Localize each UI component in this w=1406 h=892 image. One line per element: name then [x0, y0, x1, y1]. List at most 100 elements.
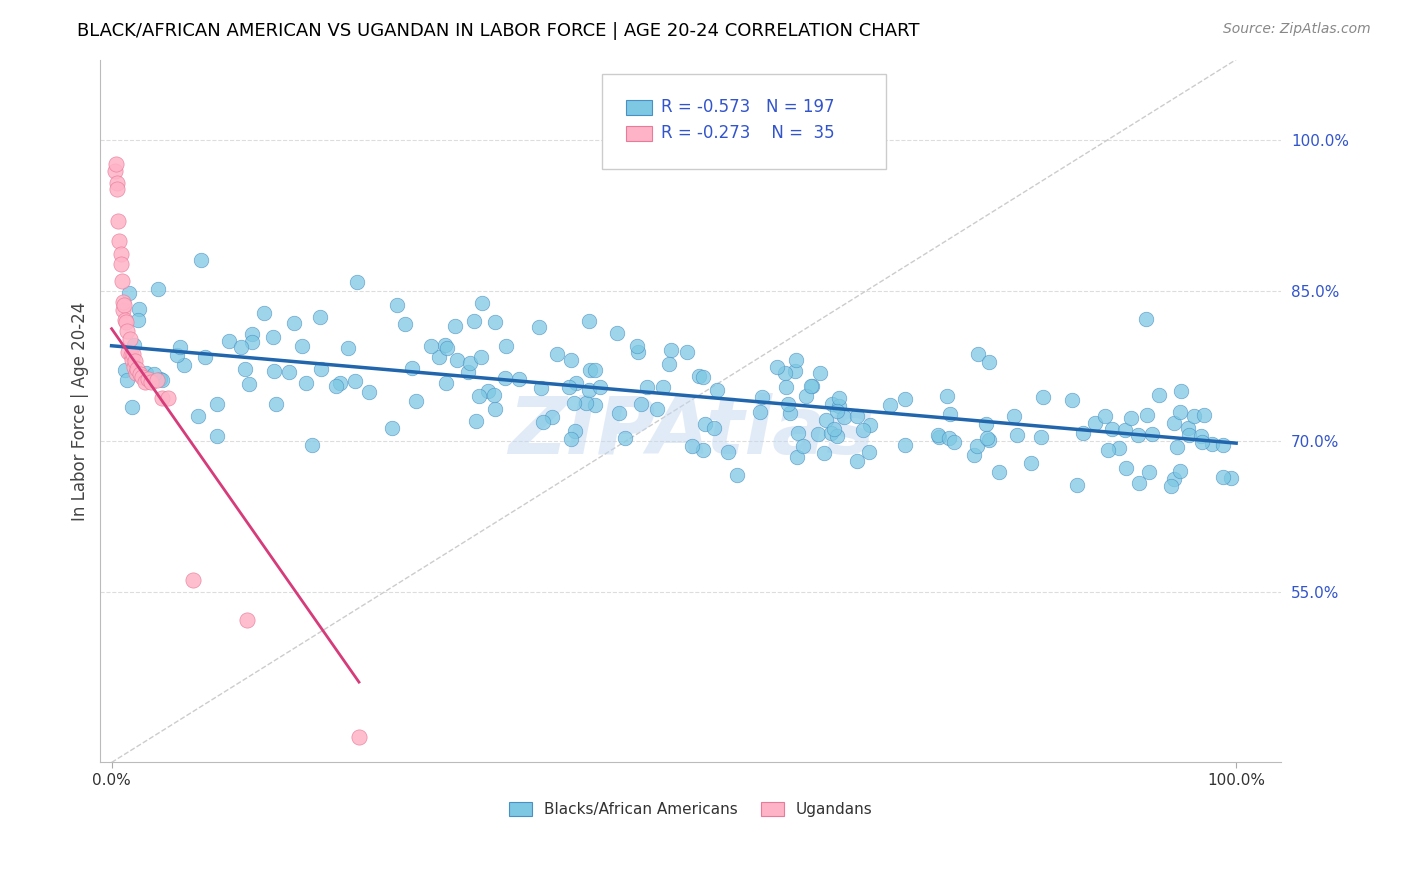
Point	[112, 298, 135, 312]
Point	[156, 391, 179, 405]
Point	[169, 340, 191, 354]
Point	[564, 424, 586, 438]
Point	[894, 392, 917, 407]
Point	[173, 358, 195, 372]
Point	[562, 396, 585, 410]
Point	[564, 376, 586, 390]
Point	[675, 345, 697, 359]
Point	[966, 439, 988, 453]
Point	[134, 376, 156, 390]
Point	[131, 369, 153, 384]
Legend: Blacks/African Americans, Ugandans: Blacks/African Americans, Ugandans	[501, 795, 880, 825]
Point	[823, 422, 845, 436]
Point	[827, 399, 849, 413]
Point	[786, 425, 808, 440]
Point	[1140, 427, 1163, 442]
Point	[105, 182, 128, 196]
Point	[578, 313, 600, 327]
Point	[1119, 411, 1142, 425]
Point	[420, 339, 443, 353]
Point	[118, 286, 141, 301]
Point	[776, 396, 799, 410]
Point	[387, 298, 409, 312]
Point	[295, 376, 318, 391]
Point	[484, 315, 506, 329]
Point	[807, 426, 830, 441]
Point	[135, 366, 157, 380]
Point	[1163, 472, 1185, 486]
Point	[775, 380, 797, 394]
Text: R = -0.573   N = 197: R = -0.573 N = 197	[661, 98, 835, 116]
Point	[252, 306, 274, 320]
Point	[264, 397, 287, 411]
Point	[205, 397, 228, 411]
Point	[460, 356, 482, 370]
Point	[531, 416, 554, 430]
Point	[218, 334, 240, 348]
Point	[1002, 409, 1025, 423]
Point	[325, 379, 347, 393]
Point	[636, 380, 658, 394]
Point	[111, 294, 134, 309]
Point	[336, 341, 359, 355]
Point	[111, 302, 134, 317]
Point	[808, 367, 831, 381]
Point	[110, 247, 132, 261]
Point	[1168, 405, 1191, 419]
Text: R = -0.273    N =  35: R = -0.273 N = 35	[661, 124, 835, 143]
Point	[1101, 421, 1123, 435]
Point	[122, 347, 145, 361]
Point	[427, 351, 450, 365]
Point	[1128, 475, 1150, 490]
Point	[703, 420, 725, 434]
Point	[775, 366, 797, 380]
Point	[820, 425, 842, 440]
Point	[124, 338, 146, 352]
Point	[1126, 428, 1149, 442]
Point	[583, 399, 606, 413]
Point	[607, 407, 630, 421]
Point	[558, 380, 581, 394]
Point	[229, 340, 252, 354]
Point	[846, 409, 869, 423]
Point	[976, 431, 998, 445]
Point	[105, 176, 128, 190]
Point	[115, 315, 138, 329]
Point	[1177, 428, 1199, 442]
Point	[117, 324, 139, 338]
Point	[121, 352, 143, 367]
Point	[766, 359, 789, 374]
Point	[527, 320, 550, 334]
Bar	[626, 126, 652, 141]
Point	[136, 372, 159, 386]
Point	[1192, 409, 1215, 423]
Point	[146, 282, 169, 296]
Point	[825, 404, 848, 418]
Point	[111, 274, 134, 288]
Point	[181, 573, 204, 587]
Point	[1066, 478, 1088, 492]
Point	[801, 378, 824, 392]
FancyBboxPatch shape	[602, 74, 886, 169]
Point	[381, 421, 404, 435]
Point	[967, 347, 990, 361]
Point	[357, 384, 380, 399]
Point	[1219, 471, 1241, 485]
Text: ZIPAtlas: ZIPAtlas	[508, 393, 875, 471]
Point	[122, 359, 145, 374]
Point	[190, 253, 212, 268]
Text: BLACK/AFRICAN AMERICAN VS UGANDAN IN LABOR FORCE | AGE 20-24 CORRELATION CHART: BLACK/AFRICAN AMERICAN VS UGANDAN IN LAB…	[77, 22, 920, 40]
Point	[630, 396, 652, 410]
Point	[1170, 384, 1192, 399]
Point	[943, 434, 966, 449]
Point	[695, 417, 717, 431]
Point	[859, 417, 882, 432]
Point	[1177, 420, 1199, 434]
Point	[1062, 393, 1084, 408]
Point	[852, 423, 875, 437]
Point	[240, 326, 263, 341]
Point	[121, 400, 143, 414]
Point	[661, 343, 683, 358]
Point	[979, 434, 1001, 448]
Point	[107, 214, 129, 228]
